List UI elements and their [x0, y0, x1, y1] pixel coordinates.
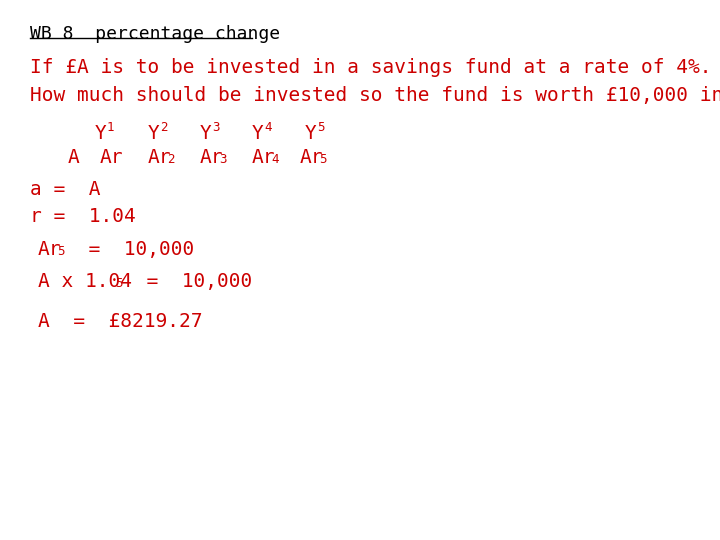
Text: A  =  £8219.27: A = £8219.27	[38, 312, 202, 331]
Text: A: A	[68, 148, 80, 167]
Text: 3: 3	[212, 121, 220, 134]
Text: Ar: Ar	[300, 148, 323, 167]
Text: 5: 5	[57, 245, 65, 258]
Text: 4: 4	[264, 121, 271, 134]
Text: 5: 5	[114, 277, 122, 290]
Text: Y: Y	[305, 124, 317, 143]
Text: 5: 5	[317, 121, 325, 134]
Text: 3: 3	[219, 153, 227, 166]
Text: r =  1.04: r = 1.04	[30, 207, 136, 226]
Text: =  10,000: = 10,000	[123, 272, 252, 291]
Text: Y: Y	[252, 124, 264, 143]
Text: =  10,000: = 10,000	[66, 240, 194, 259]
Text: How much should be invested so the fund is worth £10,000 in 5 years?: How much should be invested so the fund …	[30, 86, 720, 105]
Text: Ar: Ar	[38, 240, 61, 259]
Text: Y: Y	[95, 124, 107, 143]
Text: a =  A: a = A	[30, 180, 101, 199]
Text: 2: 2	[167, 153, 175, 166]
Text: Ar: Ar	[100, 148, 124, 167]
Text: A x 1.04: A x 1.04	[38, 272, 132, 291]
Text: If £A is to be invested in a savings fund at a rate of 4%.: If £A is to be invested in a savings fun…	[30, 58, 711, 77]
Text: Y: Y	[148, 124, 160, 143]
Text: 5: 5	[319, 153, 327, 166]
Text: 2: 2	[160, 121, 168, 134]
Text: Ar: Ar	[200, 148, 223, 167]
Text: Ar: Ar	[252, 148, 276, 167]
Text: 4: 4	[271, 153, 279, 166]
Text: Y: Y	[200, 124, 212, 143]
Text: 1: 1	[107, 121, 114, 134]
Text: WB 8  percentage change: WB 8 percentage change	[30, 25, 280, 43]
Text: Ar: Ar	[148, 148, 171, 167]
